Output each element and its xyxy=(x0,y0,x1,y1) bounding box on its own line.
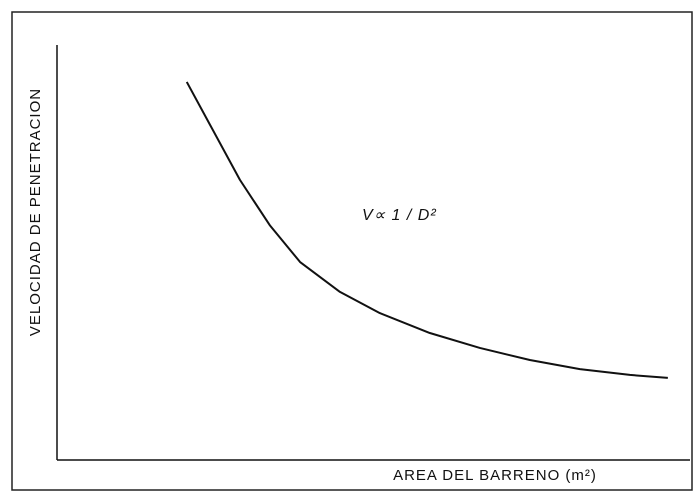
annotation: V∝ 1 / D² xyxy=(362,207,437,224)
frame xyxy=(11,11,693,491)
y-axis-label: VELOCIDAD DE PENETRACION xyxy=(27,88,44,336)
curve xyxy=(185,81,668,379)
x-axis-label: AREA DEL BARRENO (m²) xyxy=(393,467,597,484)
